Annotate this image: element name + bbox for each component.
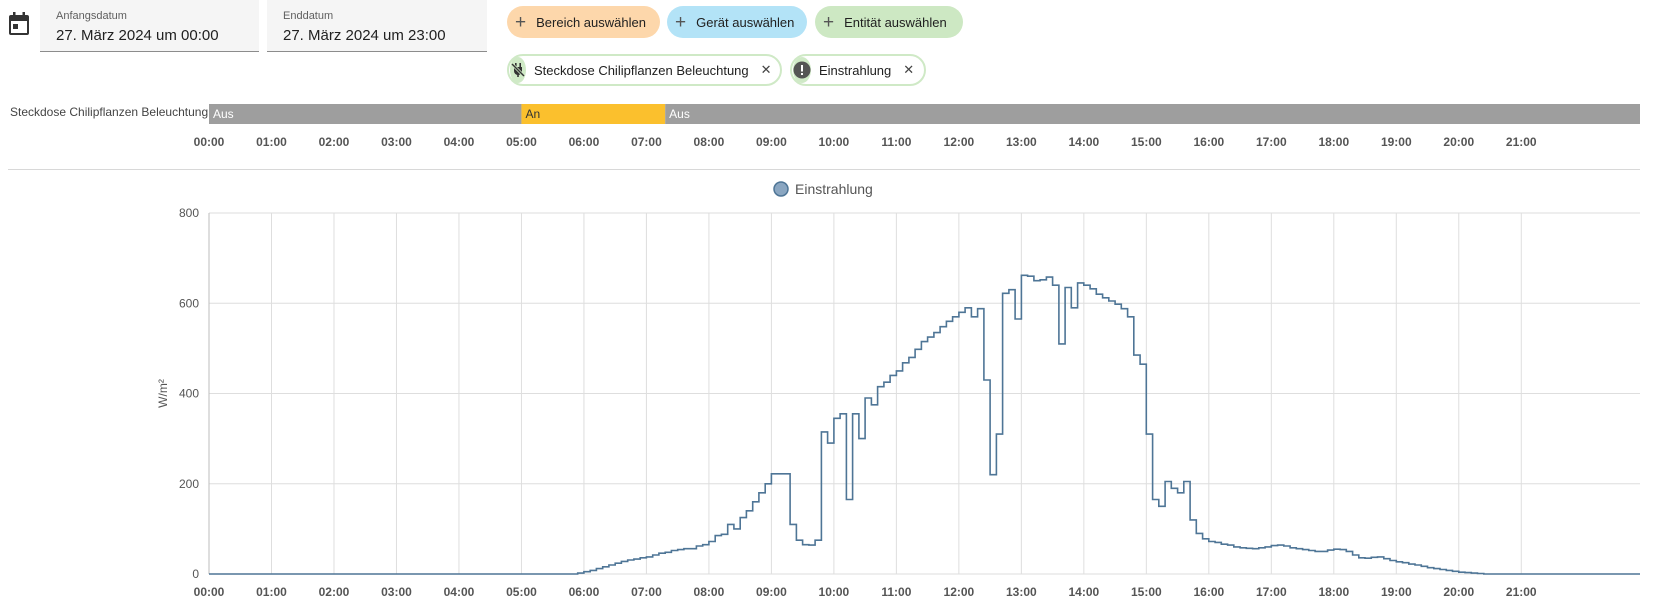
start-date-value: 27. März 2024 um 00:00 bbox=[56, 27, 219, 44]
start-date-label: Anfangsdatum bbox=[56, 10, 127, 22]
timeline-tick-label: 01:00 bbox=[256, 135, 287, 149]
timeline-tick-label: 13:00 bbox=[1006, 135, 1037, 149]
target-chip-socket-label: Steckdose Chilipflanzen Beleuchtung bbox=[534, 62, 749, 78]
x-tick-label: 09:00 bbox=[756, 585, 787, 599]
x-tick-label: 19:00 bbox=[1381, 585, 1412, 599]
timeline-tick-label: 10:00 bbox=[819, 135, 850, 149]
target-chip-socket[interactable]: Steckdose Chilipflanzen Beleuchtung ✕ bbox=[507, 54, 782, 86]
x-tick-label: 15:00 bbox=[1131, 585, 1162, 599]
x-tick-label: 05:00 bbox=[506, 585, 537, 599]
timeline-tick-label: 17:00 bbox=[1256, 135, 1287, 149]
choose-device-label: Gerät auswählen bbox=[696, 14, 795, 30]
timeline-tick-label: 07:00 bbox=[631, 135, 662, 149]
x-tick-label: 17:00 bbox=[1256, 585, 1287, 599]
series-line-0 bbox=[209, 274, 1640, 575]
x-tick-label: 04:00 bbox=[444, 585, 475, 599]
timeline-segment-2 bbox=[665, 104, 1640, 124]
choose-entity-label: Entität auswählen bbox=[844, 14, 947, 30]
timeline-tick-label: 15:00 bbox=[1131, 135, 1162, 149]
timeline-tick-label: 09:00 bbox=[756, 135, 787, 149]
y-tick-label: 0 bbox=[192, 567, 199, 581]
end-date-field[interactable]: Enddatum 27. März 2024 um 23:00 bbox=[267, 0, 487, 52]
timeline-segment-0 bbox=[209, 104, 522, 124]
x-tick-label: 20:00 bbox=[1443, 585, 1474, 599]
choose-area-label: Bereich auswählen bbox=[536, 14, 646, 30]
timeline-tick-label: 08:00 bbox=[694, 135, 725, 149]
irradiance-chart: Einstrahlung 0 200 400 600 800 00:00 01:00 02:00… bbox=[156, 181, 1640, 599]
timeline-tick-label: 20:00 bbox=[1443, 135, 1474, 149]
timeline-segment-1 bbox=[521, 104, 666, 124]
x-tick-label: 01:00 bbox=[256, 585, 287, 599]
plus-icon: + bbox=[675, 11, 687, 33]
timeline-tick-label: 16:00 bbox=[1193, 135, 1224, 149]
x-tick-label: 13:00 bbox=[1006, 585, 1037, 599]
timeline-tick-label: 00:00 bbox=[194, 135, 225, 149]
timeline-tick-label: 03:00 bbox=[381, 135, 412, 149]
divider bbox=[8, 169, 1640, 170]
x-tick-label: 06:00 bbox=[569, 585, 600, 599]
timeline-tick-label: 18:00 bbox=[1318, 135, 1349, 149]
timeline-tick-label: 06:00 bbox=[569, 135, 600, 149]
timeline-entity-label: Steckdose Chilipflanzen Beleuchtung bbox=[10, 105, 209, 119]
timeline-segment-label-1: An bbox=[525, 107, 540, 121]
y-tick-label: 800 bbox=[179, 206, 199, 220]
plus-icon: + bbox=[823, 11, 835, 33]
timeline-tick-label: 04:00 bbox=[444, 135, 475, 149]
timeline-tick-label: 11:00 bbox=[881, 135, 911, 149]
timeline-tick-label: 05:00 bbox=[506, 135, 537, 149]
choose-entity-button[interactable]: + Entität auswählen bbox=[815, 6, 963, 38]
y-tick-label: 600 bbox=[179, 296, 199, 310]
y-axis-label: W/m² bbox=[156, 379, 170, 408]
remove-irradiance-icon[interactable]: ✕ bbox=[903, 62, 915, 77]
x-tick-label: 18:00 bbox=[1318, 585, 1349, 599]
target-chip-irradiance-label: Einstrahlung bbox=[819, 62, 892, 78]
x-tick-label: 02:00 bbox=[319, 585, 350, 599]
timeline-segment-label-2: Aus bbox=[669, 107, 690, 121]
y-tick-label: 200 bbox=[179, 477, 199, 491]
choose-area-button[interactable]: + Bereich auswählen bbox=[507, 6, 660, 38]
end-date-value: 27. März 2024 um 23:00 bbox=[283, 27, 446, 44]
x-tick-label: 03:00 bbox=[381, 585, 412, 599]
x-tick-label: 07:00 bbox=[631, 585, 662, 599]
state-timeline: Aus An Aus 00:00 01:00 02:00 03:00 04:00 05:00 06… bbox=[194, 104, 1640, 149]
power-plug-off-icon bbox=[510, 57, 526, 83]
timeline-tick-label: 14:00 bbox=[1068, 135, 1099, 149]
remove-socket-icon[interactable]: ✕ bbox=[760, 62, 772, 77]
legend-marker bbox=[773, 181, 789, 197]
alert-circle-icon bbox=[793, 57, 811, 83]
end-date-label: Enddatum bbox=[283, 10, 334, 22]
timeline-tick-label: 21:00 bbox=[1506, 135, 1537, 149]
x-tick-label: 12:00 bbox=[944, 585, 975, 599]
timeline-tick-label: 12:00 bbox=[944, 135, 975, 149]
y-tick-label: 400 bbox=[179, 387, 199, 401]
timeline-tick-label: 02:00 bbox=[319, 135, 350, 149]
legend-label: Einstrahlung bbox=[795, 181, 873, 197]
timeline-tick-label: 19:00 bbox=[1381, 135, 1412, 149]
x-tick-label: 11:00 bbox=[881, 585, 911, 599]
target-chip-irradiance[interactable]: Einstrahlung ✕ bbox=[790, 54, 926, 86]
start-date-field[interactable]: Anfangsdatum 27. März 2024 um 00:00 bbox=[40, 0, 259, 52]
calendar-icon[interactable] bbox=[8, 12, 30, 36]
x-tick-label: 08:00 bbox=[694, 585, 725, 599]
plus-icon: + bbox=[515, 11, 527, 33]
x-tick-label: 00:00 bbox=[194, 585, 225, 599]
timeline-segment-label-0: Aus bbox=[213, 107, 234, 121]
x-tick-label: 21:00 bbox=[1506, 585, 1537, 599]
x-tick-label: 14:00 bbox=[1068, 585, 1099, 599]
x-tick-label: 10:00 bbox=[819, 585, 850, 599]
x-tick-label: 16:00 bbox=[1193, 585, 1224, 599]
choose-device-button[interactable]: + Gerät auswählen bbox=[667, 6, 807, 38]
